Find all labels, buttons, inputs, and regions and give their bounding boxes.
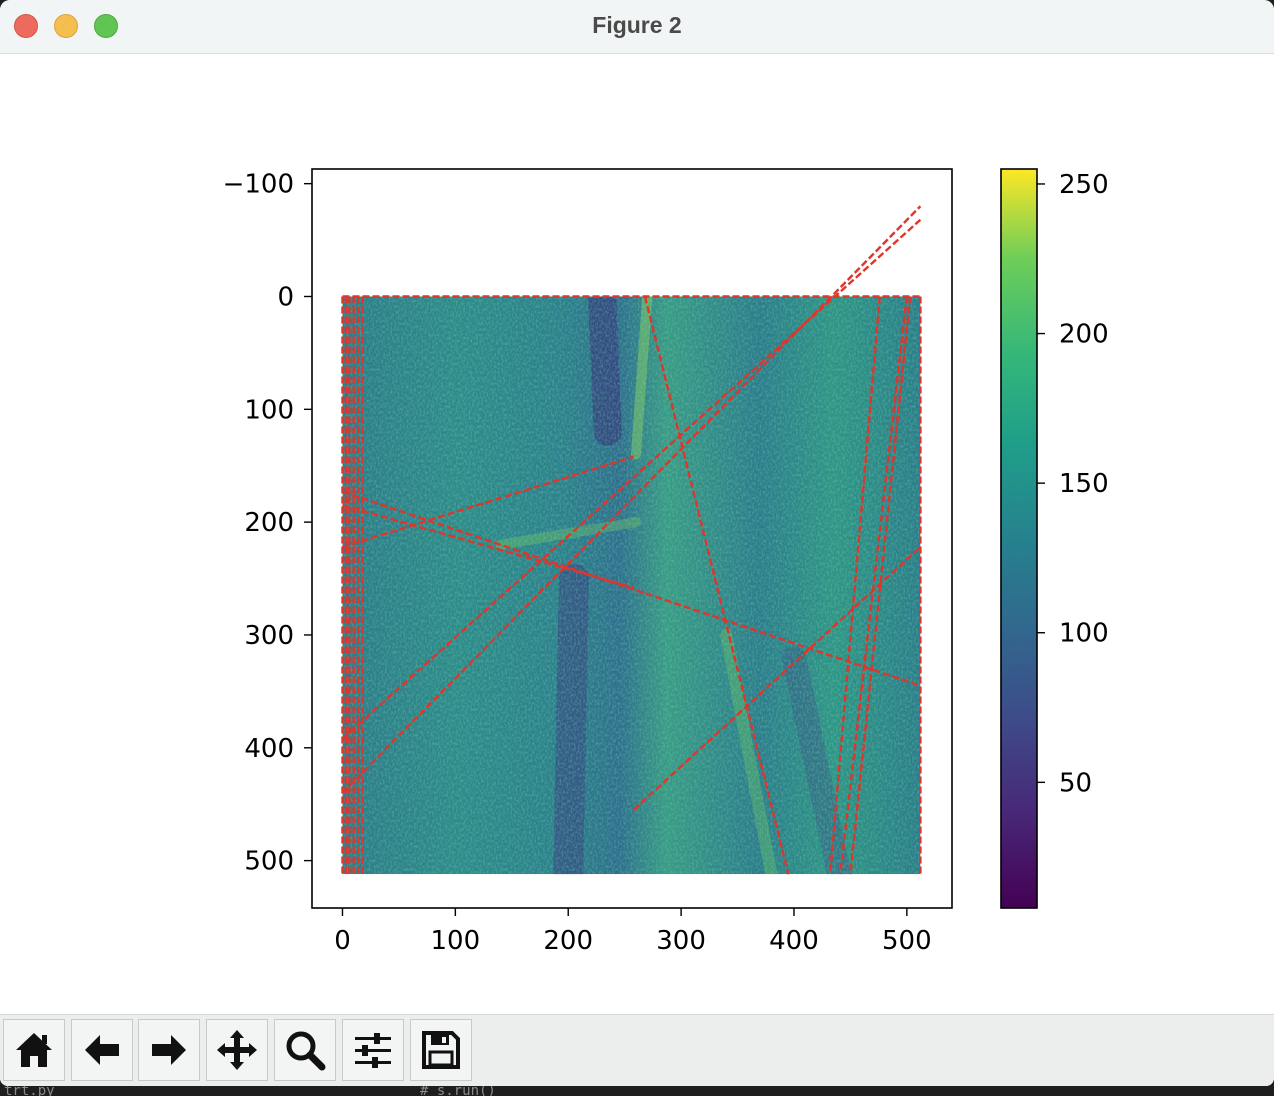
colorbar-tick-label: 200 <box>1059 320 1109 350</box>
colorbar-frame <box>1000 168 1038 909</box>
y-tick-label: 300 <box>244 621 294 651</box>
window-title: Figure 2 <box>592 12 682 38</box>
overlay-line-17 <box>632 546 922 811</box>
home-icon <box>16 1033 52 1067</box>
x-tick-label: 200 <box>543 926 593 956</box>
background-filename: trt.py <box>4 1086 55 1096</box>
home-button[interactable] <box>3 1019 65 1081</box>
y-tick-label: 0 <box>277 282 294 312</box>
axes-frame <box>311 168 953 909</box>
x-tick-label: 500 <box>882 926 932 956</box>
figure-canvas[interactable]: 0 100 200 300 400 500 −100 0 100 200 300 400 500 50 1… <box>0 54 1274 1014</box>
y-tick-label: 500 <box>244 847 294 877</box>
colorbar-gradient <box>1001 169 1037 908</box>
colorbar: 50 100 150 200 250 <box>1000 168 1109 909</box>
save-button[interactable] <box>410 1019 472 1081</box>
plot-svg: 0 100 200 300 400 500 −100 0 100 200 300 400 500 50 1… <box>223 168 1109 956</box>
arrow-right-icon <box>152 1035 186 1065</box>
close-button[interactable] <box>14 14 38 38</box>
main-axes: 0 100 200 300 400 500 −100 0 100 200 300 400 500 <box>223 168 953 956</box>
arrow-left-icon <box>85 1035 119 1065</box>
colorbar-tick-label: 100 <box>1059 619 1109 649</box>
overlay-lines <box>341 205 922 875</box>
sliders-icon <box>355 1033 391 1068</box>
background-editor-text: trt.py # s.run() <box>0 1086 1274 1096</box>
move-icon <box>217 1030 257 1070</box>
overlay-line-9 <box>828 296 881 875</box>
colorbar-tick-label: 150 <box>1059 469 1109 499</box>
magnifier-icon <box>286 1031 326 1071</box>
overlay-line-15 <box>342 490 921 687</box>
overlay-line-10 <box>839 296 909 875</box>
overlay-line-16 <box>342 504 635 589</box>
x-tick-label: 300 <box>656 926 706 956</box>
minimize-button[interactable] <box>54 14 78 38</box>
overlay-line-8 <box>643 296 790 875</box>
heatmap-image <box>342 296 921 875</box>
navigation-toolbar <box>0 1014 1274 1086</box>
y-tick-label: 400 <box>244 734 294 764</box>
title-bar: Figure 2 <box>0 0 1274 54</box>
colorbar-tick-label: 50 <box>1059 768 1092 798</box>
y-tick-label: 100 <box>244 395 294 425</box>
background-code: # s.run() <box>420 1086 496 1096</box>
back-button[interactable] <box>71 1019 133 1081</box>
x-tick-label: 100 <box>431 926 481 956</box>
x-tick-label: 0 <box>334 926 351 956</box>
overlay-line-12 <box>341 205 922 794</box>
pan-button[interactable] <box>206 1019 268 1081</box>
y-tick-label: 200 <box>244 508 294 538</box>
zoom-window-button[interactable] <box>94 14 118 38</box>
configure-subplots-button[interactable] <box>342 1019 404 1081</box>
heatmap-noise <box>342 296 921 875</box>
forward-button[interactable] <box>138 1019 200 1081</box>
colorbar-tick-label: 250 <box>1059 170 1109 200</box>
floppy-disk-icon <box>422 1031 460 1069</box>
x-tick-label: 400 <box>769 926 819 956</box>
zoom-button[interactable] <box>274 1019 336 1081</box>
overlay-line-14 <box>342 455 635 549</box>
y-tick-label: −100 <box>223 170 294 200</box>
